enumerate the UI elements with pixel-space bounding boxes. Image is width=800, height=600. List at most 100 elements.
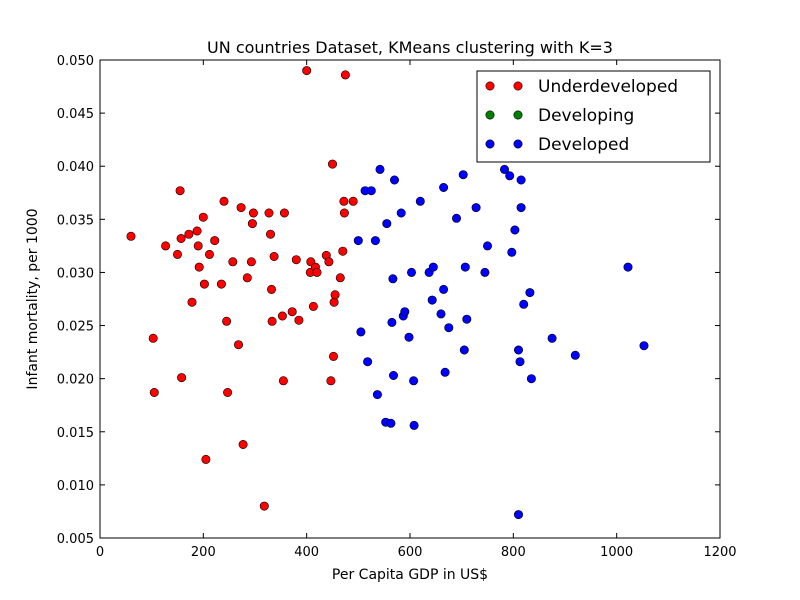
- y-tick-label-8: 0.045: [57, 107, 94, 122]
- point-developed-0: [353, 236, 363, 246]
- point-developed-54: [639, 341, 649, 351]
- point-underdeveloped-2: [149, 387, 159, 397]
- point-developed-3: [363, 357, 373, 367]
- point-underdeveloped-22: [228, 257, 238, 267]
- point-underdeveloped-53: [329, 297, 339, 307]
- data-points: [126, 66, 649, 520]
- point-developed-9: [382, 219, 392, 229]
- point-underdeveloped-59: [340, 70, 350, 80]
- point-underdeveloped-50: [326, 376, 336, 386]
- point-underdeveloped-24: [236, 203, 246, 213]
- point-developed-52: [570, 350, 580, 360]
- point-underdeveloped-42: [302, 66, 312, 76]
- point-developed-30: [444, 323, 454, 333]
- point-developed-38: [482, 241, 492, 251]
- y-tick-label-9: 0.050: [57, 54, 94, 69]
- point-developed-41: [507, 247, 517, 257]
- legend-label-underdeveloped: Underdeveloped: [538, 77, 678, 97]
- point-developed-47: [516, 203, 526, 213]
- point-developed-27: [439, 284, 449, 294]
- point-developed-40: [505, 171, 515, 181]
- point-underdeveloped-26: [242, 273, 252, 283]
- point-developed-7: [375, 164, 385, 174]
- point-developed-13: [388, 370, 398, 380]
- point-developed-37: [480, 267, 490, 277]
- point-developed-18: [404, 332, 414, 342]
- point-developed-17: [400, 307, 410, 317]
- x-tick-label-3: 600: [398, 545, 423, 560]
- y-axis-label: Infant mortality, per 1000: [25, 208, 41, 389]
- point-underdeveloped-29: [248, 208, 258, 218]
- point-underdeveloped-45: [308, 301, 318, 311]
- point-underdeveloped-7: [177, 373, 187, 383]
- point-developed-39: [499, 164, 509, 174]
- point-underdeveloped-41: [294, 315, 304, 325]
- point-developed-21: [409, 420, 419, 430]
- point-developed-15: [396, 208, 406, 218]
- point-developed-11: [387, 317, 397, 327]
- point-developed-4: [366, 186, 376, 196]
- point-developed-1: [356, 327, 366, 337]
- y-tick-label-3: 0.020: [57, 373, 94, 388]
- legend-marker-developed-a: [485, 139, 495, 149]
- point-underdeveloped-39: [287, 307, 297, 317]
- point-underdeveloped-36: [277, 311, 287, 321]
- x-tick-label-6: 1200: [703, 545, 736, 560]
- point-underdeveloped-23: [234, 340, 244, 350]
- point-developed-31: [451, 213, 461, 223]
- point-underdeveloped-55: [335, 273, 345, 283]
- point-developed-48: [519, 299, 529, 309]
- point-underdeveloped-12: [194, 262, 204, 272]
- point-underdeveloped-33: [266, 284, 276, 294]
- x-tick-label-4: 800: [501, 545, 526, 560]
- point-underdeveloped-13: [198, 212, 208, 222]
- point-developed-49: [525, 288, 535, 298]
- point-developed-12: [388, 274, 398, 284]
- y-tick-label-0: 0.005: [57, 532, 94, 547]
- point-underdeveloped-10: [192, 226, 202, 236]
- point-underdeveloped-3: [161, 241, 171, 251]
- legend: Underdeveloped Developing Developed: [476, 70, 711, 163]
- chart-title: UN countries Dataset, KMeans clustering …: [207, 38, 613, 57]
- point-developed-42: [510, 225, 520, 235]
- point-underdeveloped-6: [176, 234, 186, 244]
- legend-label-developing: Developing: [538, 106, 634, 126]
- point-underdeveloped-40: [291, 255, 301, 265]
- point-underdeveloped-19: [219, 196, 229, 206]
- point-underdeveloped-30: [259, 501, 269, 511]
- point-underdeveloped-17: [210, 236, 220, 246]
- point-developed-36: [471, 203, 481, 213]
- point-underdeveloped-16: [205, 249, 215, 259]
- point-developed-6: [372, 390, 382, 400]
- point-underdeveloped-34: [267, 316, 277, 326]
- point-developed-44: [513, 345, 523, 355]
- point-underdeveloped-8: [184, 229, 194, 239]
- point-underdeveloped-47: [312, 267, 322, 277]
- point-underdeveloped-31: [264, 208, 274, 218]
- point-developed-22: [415, 196, 425, 206]
- point-underdeveloped-54: [330, 290, 340, 300]
- point-underdeveloped-20: [222, 316, 232, 326]
- x-axis-label: Per Capita GDP in US$: [332, 567, 488, 583]
- axis-ticks: 0 200 400 600 800 1000 1200 0.005 0.010 0.015 0.02…: [57, 54, 737, 560]
- point-underdeveloped-52: [328, 351, 338, 361]
- y-tick-label-1: 0.010: [57, 479, 94, 494]
- point-underdeveloped-4: [173, 249, 183, 259]
- legend-marker-underdeveloped-b: [513, 81, 523, 91]
- y-tick-label-6: 0.035: [57, 213, 94, 228]
- point-developed-45: [515, 357, 525, 367]
- point-developed-32: [458, 170, 468, 180]
- point-developed-28: [439, 183, 449, 193]
- y-tick-label-4: 0.025: [57, 320, 94, 335]
- point-underdeveloped-56: [338, 246, 348, 256]
- point-underdeveloped-1: [148, 333, 158, 343]
- point-developed-20: [409, 376, 419, 386]
- point-underdeveloped-15: [201, 454, 211, 464]
- y-tick-label-2: 0.015: [57, 426, 94, 441]
- point-developed-33: [459, 345, 469, 355]
- y-tick-label-5: 0.030: [57, 266, 94, 281]
- legend-marker-developing-b: [513, 110, 523, 120]
- point-developed-10: [386, 418, 396, 428]
- point-underdeveloped-18: [216, 279, 226, 289]
- legend-label-developed: Developed: [538, 135, 629, 155]
